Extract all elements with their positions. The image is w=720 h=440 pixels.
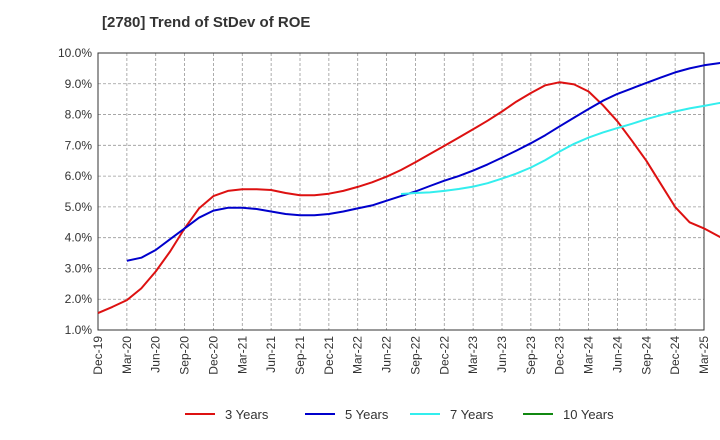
x-tick-label: Sep-20 xyxy=(178,336,192,375)
x-tick-label: Mar-23 xyxy=(466,336,480,374)
x-tick-label: Sep-24 xyxy=(639,336,653,375)
x-tick-label: Mar-24 xyxy=(582,336,596,374)
y-tick-label: 1.0% xyxy=(65,323,93,337)
x-tick-label: Dec-19 xyxy=(91,336,105,375)
series-line-1 xyxy=(97,81,720,315)
x-tick-label: Mar-21 xyxy=(235,336,249,374)
x-tick-label: Jun-24 xyxy=(610,336,624,373)
x-tick-label: Jun-21 xyxy=(264,336,278,373)
x-tick-label: Dec-24 xyxy=(668,336,682,375)
x-tick-label: Dec-22 xyxy=(437,336,451,375)
y-tick-label: 7.0% xyxy=(65,138,93,152)
x-tick-label: Mar-20 xyxy=(120,336,134,374)
legend-label-1: 3 Years xyxy=(225,407,269,422)
y-tick-label: 4.0% xyxy=(65,231,93,245)
y-tick-label: 6.0% xyxy=(65,169,93,183)
legend-label-4: 10 Years xyxy=(563,407,614,422)
y-tick-label: 2.0% xyxy=(65,292,93,306)
y-tick-label: 10.0% xyxy=(58,46,92,60)
x-tick-label: Mar-22 xyxy=(351,336,365,374)
plot-area xyxy=(97,52,705,331)
x-tick-label: Mar-25 xyxy=(697,336,711,374)
x-tick-label: Dec-21 xyxy=(322,336,336,375)
x-tick-label: Jun-22 xyxy=(380,336,394,373)
y-tick-label: 3.0% xyxy=(65,261,93,275)
plot-border xyxy=(97,52,705,331)
x-tick-label: Sep-22 xyxy=(408,336,422,375)
series-line-2 xyxy=(126,62,720,262)
x-tick-label: Dec-23 xyxy=(553,336,567,375)
x-tick-label: Jun-23 xyxy=(495,336,509,373)
x-tick-label: Dec-20 xyxy=(206,336,220,375)
legend-label-2: 5 Years xyxy=(345,407,389,422)
y-tick-label: 8.0% xyxy=(65,108,93,122)
legend-label-3: 7 Years xyxy=(450,407,494,422)
y-tick-label: 9.0% xyxy=(65,77,93,91)
x-tick-label: Sep-21 xyxy=(293,336,307,375)
series-line-3 xyxy=(400,101,720,195)
chart-title: [2780] Trend of StDev of ROE xyxy=(102,14,311,31)
x-tick-label: Jun-20 xyxy=(149,336,163,373)
y-tick-label: 5.0% xyxy=(65,200,93,214)
x-tick-label: Sep-23 xyxy=(524,336,538,375)
